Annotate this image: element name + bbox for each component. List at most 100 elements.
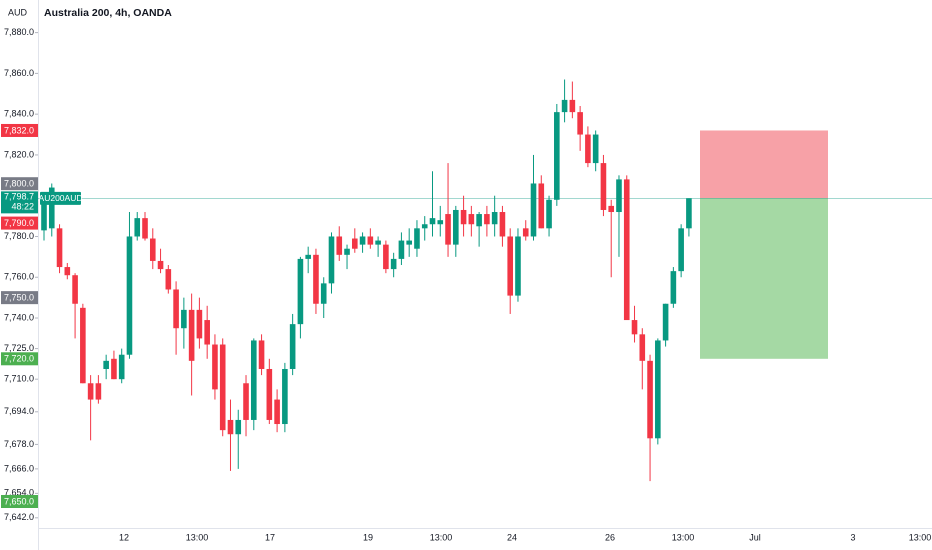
candle-body (406, 240, 412, 245)
candle-body (204, 320, 210, 345)
stop-zone (700, 130, 828, 199)
price-label-box (1, 494, 38, 508)
candle-body (56, 228, 63, 268)
candle-body (538, 183, 545, 229)
candle-body (48, 187, 55, 229)
x-tick-label: 13:00 (186, 532, 209, 542)
y-tick-label: 7,840.0 (4, 109, 34, 119)
price-label-box (1, 291, 38, 305)
y-tick-label: 7,820.0 (4, 149, 34, 159)
candle-body (344, 248, 350, 255)
y-tick-label: 7,760.0 (4, 272, 34, 282)
y-tick-label: 7,860.0 (4, 68, 34, 78)
price-label: 7,750.0 (4, 293, 34, 303)
candle-body (111, 358, 117, 380)
candle-body (678, 228, 684, 272)
candle-body (80, 307, 86, 384)
x-tick-label: 24 (507, 532, 517, 542)
candle-body (639, 334, 646, 361)
candle-body (103, 360, 109, 369)
x-tick-label: 3 (850, 532, 855, 542)
candle-body (522, 228, 529, 237)
y-tick-label: 7,725.0 (4, 343, 34, 353)
candle-body (297, 258, 304, 325)
candle-body (118, 354, 125, 380)
candle-body (585, 134, 591, 164)
price-label: 7,832.0 (4, 125, 34, 135)
candle-body (491, 212, 498, 225)
candle-body (468, 214, 475, 225)
candle-body (173, 289, 179, 329)
price-label-box (1, 352, 38, 366)
candle-body (608, 205, 615, 213)
candle-body (437, 220, 444, 225)
x-tick-label: Jul (749, 532, 761, 542)
x-tick-label: 17 (265, 532, 275, 542)
candle-body (305, 254, 311, 259)
candle-body (352, 238, 358, 249)
y-tick-label: 7,740.0 (4, 312, 34, 322)
candle-body (515, 236, 521, 296)
candle-body (476, 214, 482, 227)
candle-body (398, 240, 405, 259)
candle-body (414, 228, 420, 249)
candle-body (181, 309, 187, 329)
candle-body (289, 324, 296, 369)
candle-body (623, 179, 630, 321)
candle-body (126, 236, 133, 355)
candle-body (188, 309, 195, 361)
candle-body (320, 283, 327, 304)
candle-body (274, 399, 280, 425)
candle-body (212, 344, 218, 390)
candle-body (569, 99, 576, 113)
last-price-label: 7,798.7 (4, 192, 34, 202)
candle-body (243, 383, 249, 420)
candle-body (72, 275, 78, 304)
candle-body (655, 340, 661, 439)
candle-body (546, 199, 552, 229)
price-label: 7,790.0 (4, 218, 34, 228)
symbol-label: AU200AUD (39, 193, 83, 203)
y-tick-label: 7,654.0 (4, 488, 34, 498)
candle-body (313, 254, 319, 304)
candle-body (196, 309, 203, 339)
candle-body (554, 112, 560, 200)
price-label-box (1, 123, 38, 137)
candle-body (328, 236, 335, 284)
candle-body (41, 199, 47, 231)
target-zone (700, 198, 828, 359)
y-tick-label: 7,666.0 (4, 463, 34, 473)
candle-body (390, 258, 397, 270)
price-label-box (1, 177, 38, 191)
candle-body (142, 218, 148, 239)
candle-body (383, 244, 389, 270)
x-tick-label: 12 (119, 532, 129, 542)
y-tick-label: 7,642.0 (4, 512, 34, 522)
candle-body (647, 360, 653, 439)
candle-body (64, 267, 71, 276)
x-tick-label: 13:00 (672, 532, 695, 542)
candle-body (507, 236, 513, 296)
candle-body (561, 99, 568, 113)
candle-body (87, 383, 94, 400)
candle-body (662, 303, 669, 341)
candle-body (367, 236, 374, 245)
x-tick-label: 13:00 (909, 532, 932, 542)
candle-body (336, 236, 343, 255)
candle-body (149, 238, 156, 261)
candle-body (375, 240, 381, 245)
candle-body (227, 419, 234, 435)
candle-body (219, 344, 226, 431)
candle-body (95, 383, 102, 400)
candle-body (600, 163, 607, 210)
candle-body (686, 198, 692, 229)
y-tick-label: 7,780.0 (4, 231, 34, 241)
x-tick-label: 19 (363, 532, 373, 542)
candle-body (484, 214, 490, 225)
candle-body (631, 320, 638, 335)
candle-body (282, 368, 288, 425)
x-tick-label: 26 (605, 532, 615, 542)
candle-body (429, 218, 436, 225)
